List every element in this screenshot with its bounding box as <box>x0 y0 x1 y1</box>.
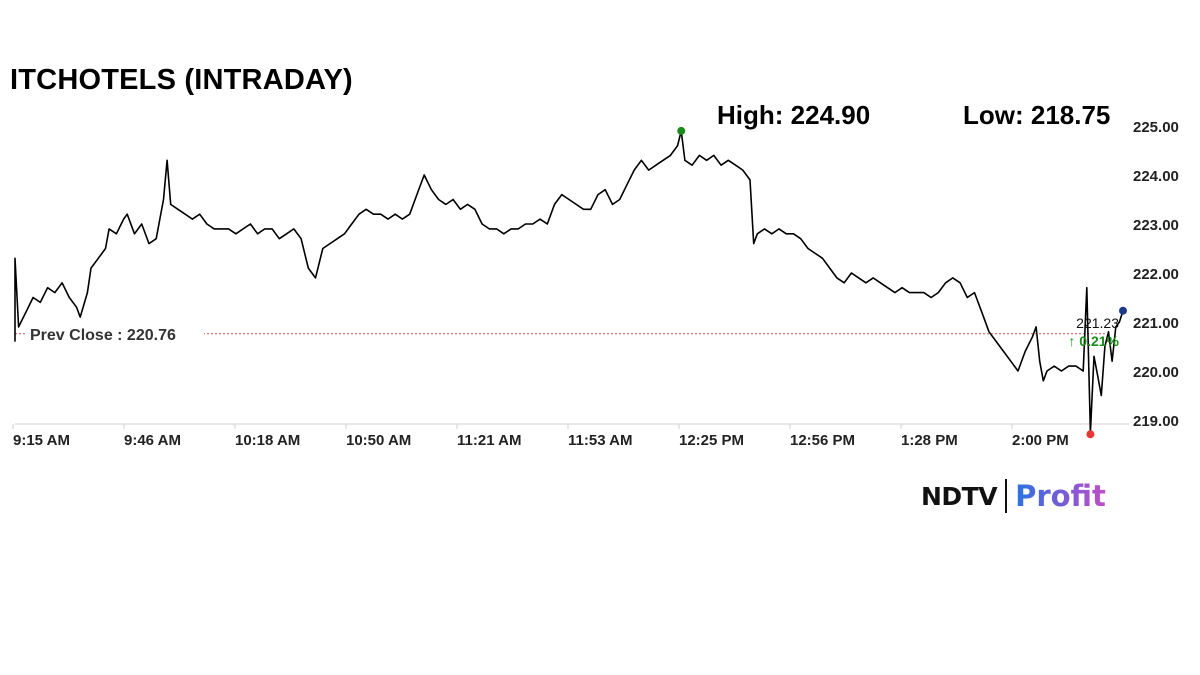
profit-wordmark: Profit <box>1015 479 1106 513</box>
y-tick-label: 221.00 <box>1133 315 1179 332</box>
x-tick-label: 12:25 PM <box>679 432 744 449</box>
y-tick-label: 223.00 <box>1133 217 1179 234</box>
high-label: High: 224.90 <box>717 100 871 130</box>
low-label: Low: 218.75 <box>963 100 1111 130</box>
y-tick-label: 219.00 <box>1133 413 1179 430</box>
y-tick-label: 222.00 <box>1133 266 1179 283</box>
high-marker <box>677 126 686 135</box>
prev-close-label: Prev Close : 220.76 <box>30 327 176 344</box>
x-tick-label: 9:15 AM <box>13 432 70 449</box>
x-tick-label: 1:28 PM <box>901 432 958 449</box>
y-tick-label: 220.00 <box>1133 364 1179 381</box>
chart-title: ITCHOTELS (INTRADAY) <box>10 64 353 96</box>
ndtv-profit-logo: NDTV Profit <box>921 478 1106 514</box>
x-tick-label: 10:50 AM <box>346 432 411 449</box>
change-percent-label: ↑ 0.21% <box>1068 333 1119 349</box>
x-tick-label: 12:56 PM <box>790 432 855 449</box>
x-tick-label: 9:46 AM <box>124 432 181 449</box>
prev-close-label-bg <box>26 322 204 344</box>
x-tick-label: 11:21 AM <box>457 432 521 449</box>
price-line <box>14 130 1124 434</box>
low-marker <box>1086 430 1095 439</box>
last-price-marker <box>1119 306 1127 315</box>
y-tick-label: 225.00 <box>1133 119 1179 136</box>
ndtv-wordmark: NDTV <box>921 481 998 511</box>
y-tick-label: 224.00 <box>1133 168 1179 185</box>
last-price-label: 221.23 <box>1076 315 1119 331</box>
logo-divider <box>1005 479 1008 513</box>
x-tick-label: 11:53 AM <box>568 432 632 449</box>
x-tick-label: 2:00 PM <box>1012 432 1069 449</box>
x-tick-label: 10:18 AM <box>235 432 300 449</box>
